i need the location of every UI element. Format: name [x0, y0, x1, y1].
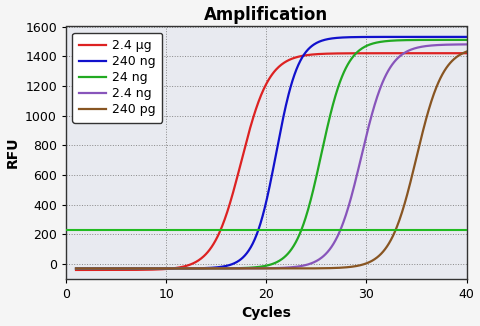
- Line: 240 ng: 240 ng: [76, 37, 467, 269]
- 24 ng: [303, 214, 309, 218]
- 2.4 ng: [334, 236, 340, 240]
- Line: 2.4 μg: 2.4 μg: [76, 53, 467, 270]
- 240 ng: [250, 242, 255, 245]
- 24 ng: [367, 42, 373, 46]
- 240 pg: [367, 260, 373, 264]
- 2.4 μg: [250, 117, 255, 121]
- Line: 240 pg: 240 pg: [76, 52, 467, 269]
- 240 pg: [464, 50, 469, 53]
- 240 pg: [303, 266, 309, 270]
- 240 ng: [73, 267, 79, 271]
- 2.4 μg: [174, 266, 180, 270]
- 2.4 μg: [73, 268, 79, 272]
- 240 ng: [174, 266, 180, 270]
- 24 ng: [250, 266, 255, 270]
- 2.4 μg: [334, 52, 340, 55]
- 2.4 μg: [142, 268, 148, 272]
- 240 pg: [73, 267, 79, 271]
- 2.4 ng: [142, 267, 148, 271]
- 24 ng: [142, 267, 148, 271]
- 24 ng: [464, 38, 469, 42]
- 24 ng: [73, 267, 79, 271]
- 2.4 μg: [367, 51, 373, 55]
- 240 pg: [174, 267, 180, 271]
- Line: 24 ng: 24 ng: [76, 40, 467, 269]
- 24 ng: [334, 89, 340, 93]
- 2.4 ng: [303, 263, 309, 267]
- 240 pg: [334, 266, 340, 270]
- 24 ng: [174, 267, 180, 271]
- 2.4 ng: [73, 267, 79, 271]
- 240 ng: [464, 35, 469, 39]
- 2.4 ng: [174, 267, 180, 271]
- Line: 2.4 ng: 2.4 ng: [76, 44, 467, 269]
- 2.4 ng: [367, 119, 373, 123]
- Title: Amplification: Amplification: [204, 6, 328, 23]
- X-axis label: Cycles: Cycles: [241, 306, 291, 320]
- 2.4 ng: [464, 42, 469, 46]
- 2.4 ng: [250, 266, 255, 270]
- 240 pg: [250, 267, 255, 271]
- 240 ng: [142, 267, 148, 271]
- 240 ng: [334, 36, 340, 40]
- 2.4 μg: [303, 53, 309, 57]
- 2.4 μg: [464, 51, 469, 55]
- 240 pg: [142, 267, 148, 271]
- Y-axis label: RFU: RFU: [6, 137, 20, 169]
- 240 ng: [367, 35, 373, 39]
- Legend: 2.4 μg, 240 ng, 24 ng, 2.4 ng, 240 pg: 2.4 μg, 240 ng, 24 ng, 2.4 ng, 240 pg: [72, 33, 162, 123]
- 240 ng: [303, 50, 309, 54]
